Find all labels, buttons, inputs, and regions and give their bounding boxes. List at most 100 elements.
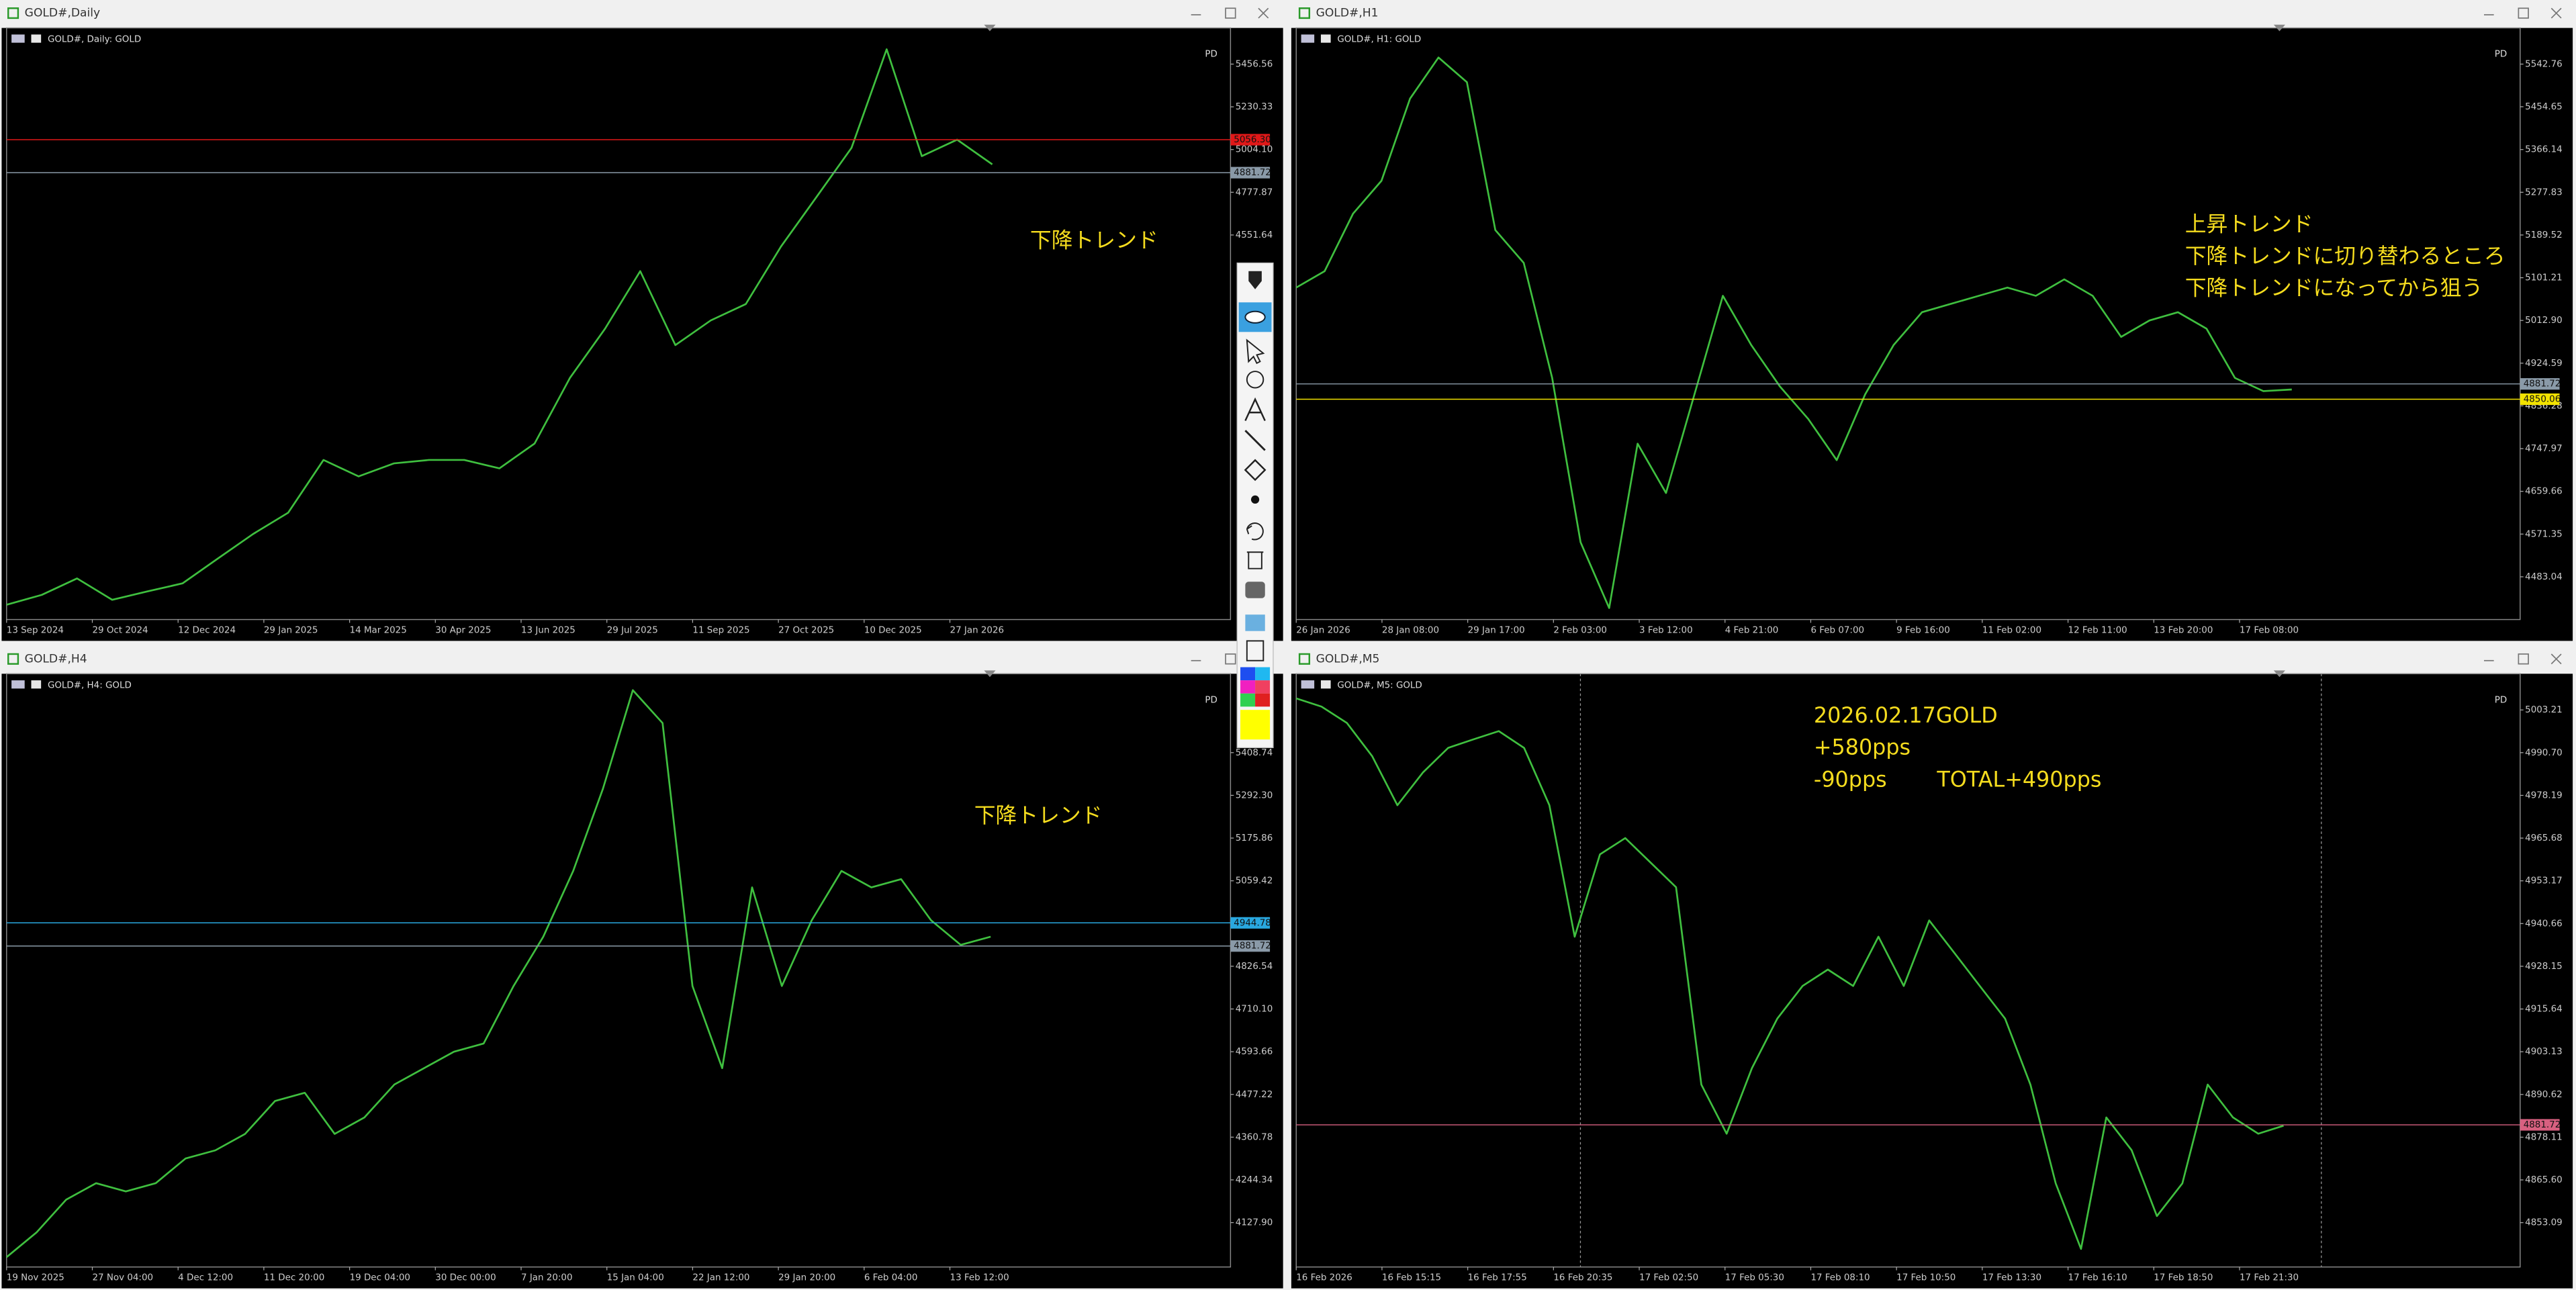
annotation-text: +580pps [1814,735,1911,760]
x-tick-label: 9 Feb 16:00 [1896,625,1950,635]
plot-frame [1295,673,2521,1268]
x-tick-label: 13 Feb 20:00 [2154,625,2213,635]
x-tick-label: 17 Feb 18:50 [2154,1273,2213,1283]
x-tick-label: 17 Feb 13:30 [1982,1273,2041,1283]
price-line [1295,56,2292,609]
close-button[interactable] [1258,7,1269,19]
x-tick-label: 22 Jan 12:00 [692,1273,749,1283]
y-tick-label: 4826.54 [1236,962,1273,972]
crosshair-icon[interactable] [1246,371,1264,389]
x-tick-label: 13 Jun 2025 [521,625,576,635]
title-bar [1291,0,2576,27]
trash-icon[interactable] [1246,551,1264,569]
y-tick-label: 4777.87 [1236,187,1273,197]
y-tick-label: 5004.10 [1236,145,1273,155]
y-tick-label: 5454.65 [2525,102,2563,112]
y-tick-label: 4924.59 [2525,359,2563,369]
y-tick-label: 4890.62 [2525,1090,2563,1100]
color-swatch[interactable] [1255,680,1271,694]
price-level-tag [2520,393,2560,406]
maximize-button[interactable] [2518,653,2529,665]
chart-background [1,674,1283,1289]
y-tick-label: 4865.60 [2525,1175,2563,1185]
color-swatch[interactable] [1255,693,1271,707]
x-tick-label: 17 Feb 16:10 [2068,1273,2127,1283]
pd-label: PD [2495,50,2507,60]
line-tool-icon[interactable] [1244,430,1266,451]
maximize-button[interactable] [2518,7,2529,19]
y-tick-label: 5542.76 [2525,59,2563,69]
x-tick-label: 17 Feb 08:00 [2240,625,2299,635]
maximize-button[interactable] [1225,653,1236,665]
cursor-icon[interactable] [1246,338,1265,365]
x-tick-label: 6 Feb 07:00 [1810,625,1864,635]
chart-label-icon [1301,34,1315,43]
chart-window: GOLD#,H1 GOLD#, H1: GOLD PD 5542.76 5454.65 5… [1291,0,2576,641]
pd-label: PD [1205,695,1217,705]
dot-icon[interactable] [1250,495,1260,504]
x-tick-label: 29 Jul 2025 [607,625,658,635]
scroll-marker [2273,670,2285,678]
y-tick-label: 4990.70 [2525,748,2563,758]
window-icon [1298,7,1311,19]
chart-label-icon [31,34,42,43]
price-line [1295,697,2284,1250]
x-tick-label: 27 Jan 2026 [950,625,1005,635]
y-tick-label: 4244.34 [1236,1175,1273,1185]
y-tick-label: 5189.52 [2525,230,2563,240]
y-tick-label: 5059.42 [1236,876,1273,886]
price-level-label: 5056.30 [1234,135,1271,145]
price-level-tag [1230,167,1271,179]
y-tick-label: 5292.30 [1236,790,1273,800]
x-tick-label: 26 Jan 2026 [1296,625,1350,635]
text-tool-icon[interactable] [1244,397,1266,421]
annotation-text: 下降トレンドに切り替わるところ [2185,244,2505,269]
chart-label-icon [1301,680,1315,689]
y-tick-label: 4571.35 [2525,529,2563,539]
scroll-marker [2273,24,2285,32]
color-swatch[interactable] [1240,710,1271,740]
y-tick-label: 4915.64 [2525,1005,2563,1015]
scroll-marker [984,670,996,678]
x-tick-label: 17 Feb 21:30 [2240,1273,2299,1283]
y-tick-label: 5175.86 [1236,833,1273,843]
color-swatch[interactable] [1240,693,1256,707]
x-tick-label: 16 Feb 17:55 [1468,1273,1527,1283]
y-tick-label: 4360.78 [1236,1132,1273,1142]
price-level-label: 4881.72 [1234,941,1271,952]
close-button[interactable] [2550,7,2562,19]
pen-icon[interactable] [1248,271,1262,289]
window-title: GOLD#,H1 [1316,7,1379,20]
x-tick-label: 16 Feb 20:35 [1553,1273,1612,1283]
price-level-tag [1230,940,1271,952]
x-tick-label: 29 Jan 17:00 [1468,625,1525,635]
color-swatch[interactable] [1240,680,1256,694]
chart-window: GOLD#,M5 GOLD#, M5: GOLD PD 5003.21 4990.70 4… [1291,645,2576,1289]
window-title: GOLD#,Daily [25,7,100,20]
y-tick-label: 4127.90 [1236,1218,1273,1228]
price-level-label: 4881.72 [2524,379,2561,389]
y-tick-label: 4747.97 [2525,444,2563,454]
drawing-toolbar [1236,262,1274,749]
scroll-marker [984,24,996,32]
clipboard-icon[interactable] [1246,640,1264,661]
color-swatch[interactable] [1240,667,1256,681]
undo-icon[interactable] [1246,522,1264,541]
price-level-label: 4881.72 [1234,168,1271,178]
annotation-text: 下降トレンドになってから狙う [2185,276,2483,301]
chart-background [1291,28,2573,641]
chart-label-icon [31,680,42,689]
screenshot-icon[interactable] [1245,582,1265,598]
chart-label-icon [11,680,25,689]
color-swatch[interactable] [1255,667,1271,681]
x-tick-label: 17 Feb 02:50 [1639,1273,1698,1283]
title-bar [1291,645,2576,672]
x-tick-label: 13 Feb 12:00 [950,1273,1009,1283]
y-tick-label: 4940.66 [2525,919,2563,929]
y-tick-label: 4903.13 [2525,1047,2563,1057]
camera-icon[interactable] [1245,614,1265,631]
close-button[interactable] [2550,653,2562,665]
y-tick-label: 4477.22 [1236,1090,1273,1100]
eraser-icon[interactable] [1244,459,1267,481]
maximize-button[interactable] [1225,7,1236,19]
